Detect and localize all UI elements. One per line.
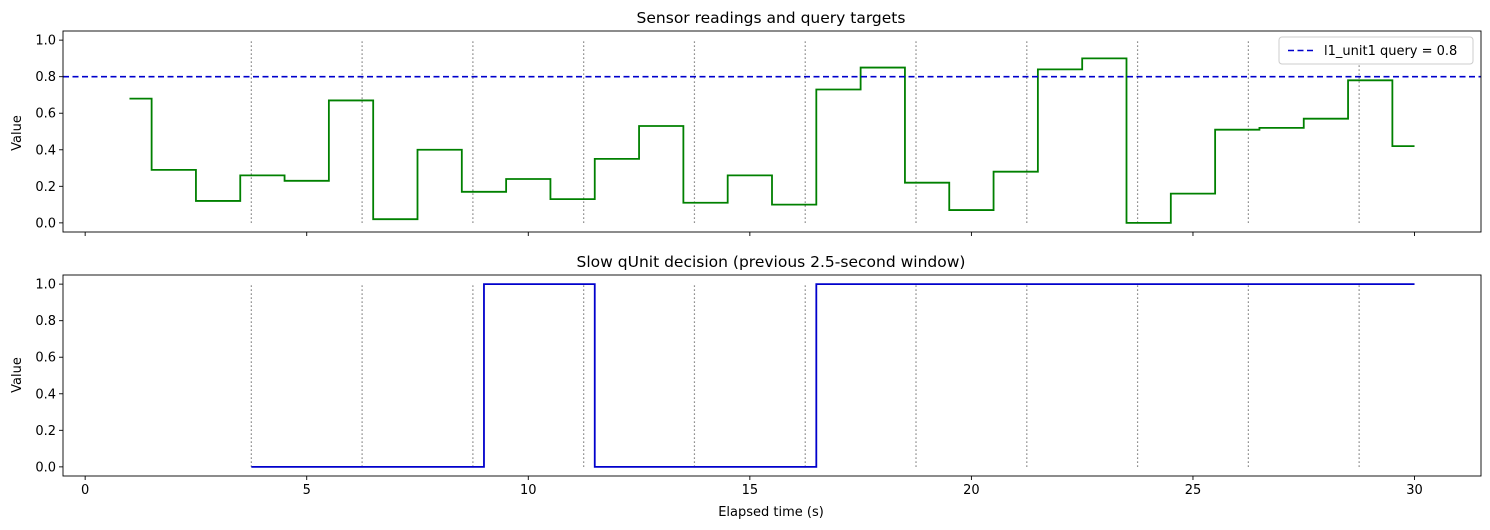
- panel-title: Sensor readings and query targets: [637, 9, 906, 27]
- x-axis-label: Elapsed time (s): [718, 505, 824, 520]
- y-tick-label: 0.4: [35, 143, 56, 158]
- legend-box: [1278, 36, 1474, 65]
- series-line-0: [129, 57, 1415, 224]
- legend-entry-label: l1_unit1 query = 0.8: [1324, 44, 1457, 59]
- y-tick-label: 0.0: [35, 216, 56, 231]
- sensor-readings-panel: Sensor readings and query targets Value …: [10, 9, 1482, 236]
- y-tick-label: 1.0: [35, 34, 56, 49]
- panel-title: Slow qUnit decision (previous 2.5-second…: [577, 253, 966, 271]
- x-tick-label: 5: [303, 483, 311, 498]
- y-axis-label: Value: [10, 115, 25, 151]
- x-tick-label: 0: [81, 483, 89, 498]
- y-tick-label: 0.4: [35, 387, 56, 402]
- y-axis-label: Value: [10, 357, 25, 393]
- legend: l1_unit1 query = 0.8: [1278, 36, 1474, 65]
- y-tick-label: 0.6: [35, 107, 56, 122]
- y-tick-label: 0.8: [35, 70, 56, 85]
- y-tick-label: 0.8: [35, 314, 56, 329]
- x-tick-label: 15: [742, 483, 759, 498]
- series-line-0: [251, 283, 1415, 468]
- x-tick-label: 10: [520, 483, 537, 498]
- y-tick-label: 0.2: [35, 424, 56, 439]
- qunit-decision-panel: Slow qUnit decision (previous 2.5-second…: [10, 253, 1482, 520]
- y-tick-label: 1.0: [35, 278, 56, 293]
- y-tick-label: 0.0: [35, 460, 56, 475]
- plot-frame: [62, 274, 1482, 477]
- y-tick-label: 0.6: [35, 351, 56, 366]
- x-tick-label: 30: [1406, 483, 1423, 498]
- x-tick-label: 20: [963, 483, 980, 498]
- plot-frame: [62, 30, 1482, 233]
- x-tick-label: 25: [1185, 483, 1202, 498]
- y-tick-label: 0.2: [35, 180, 56, 195]
